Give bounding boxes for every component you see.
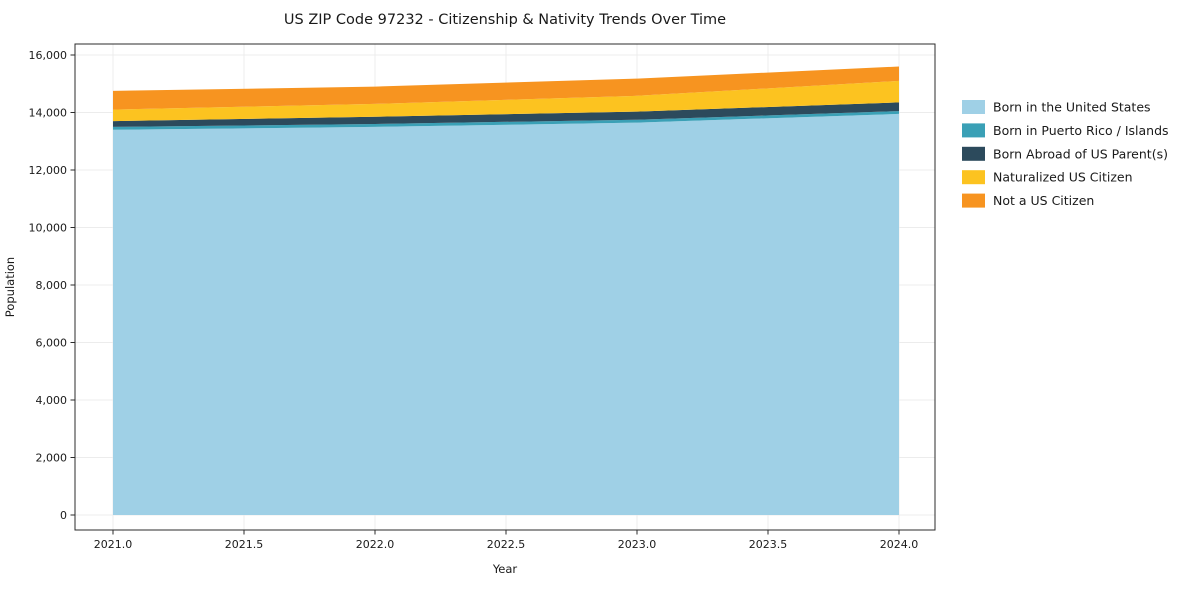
area-series-1 — [113, 111, 899, 130]
y-tick-label: 8,000 — [36, 279, 68, 292]
legend-swatch — [962, 193, 985, 208]
legend-swatch — [962, 100, 985, 114]
legend-swatch — [962, 170, 985, 185]
x-axis-label: Year — [492, 562, 518, 576]
y-tick-label: 6,000 — [36, 336, 68, 349]
legend: Born in the United States Born in Puerto … — [962, 100, 1169, 208]
x-tick-label: 2021.0 — [94, 538, 133, 551]
plot-border — [74, 43, 936, 531]
legend-item: Not a US Citizen — [962, 193, 1094, 208]
legend-swatch — [962, 146, 985, 161]
x-tick-label: 2021.5 — [225, 538, 264, 551]
x-axis-ticks: 2021.0 2021.5 2022.0 2022.5 2023.0 2023.5 2024… — [94, 530, 919, 551]
x-tick-label: 2024.0 — [880, 538, 919, 551]
y-tick-label: 12,000 — [29, 164, 68, 177]
legend-swatch — [962, 123, 985, 138]
legend-label: Not a US Citizen — [993, 193, 1094, 208]
legend-label: Naturalized US Citizen — [993, 170, 1133, 185]
legend-label: Born in Puerto Rico / Islands — [993, 123, 1169, 138]
area-series-0 — [113, 113, 899, 516]
x-tick-label: 2023.5 — [749, 538, 788, 551]
x-tick-label: 2022.0 — [356, 538, 395, 551]
x-tick-label: 2022.5 — [487, 538, 526, 551]
area-series-2 — [113, 102, 899, 127]
y-axis-ticks: 0 2,000 4,000 6,000 8,000 10,000 12,000 14,000 1… — [29, 49, 75, 522]
chart-title: US ZIP Code 97232 - Citizenship & Nativi… — [284, 12, 726, 28]
legend-item: Born in Puerto Rico / Islands — [962, 123, 1169, 138]
y-tick-label: 10,000 — [29, 221, 68, 234]
legend-label: Born in the United States — [993, 100, 1151, 115]
y-tick-label: 4,000 — [36, 394, 68, 407]
y-tick-label: 2,000 — [36, 451, 68, 464]
y-axis-label: Population — [3, 257, 17, 317]
legend-item: Naturalized US Citizen — [962, 170, 1133, 185]
legend-label: Born Abroad of US Parent(s) — [993, 146, 1168, 161]
area-series-4 — [113, 66, 899, 110]
legend-item: Born Abroad of US Parent(s) — [962, 146, 1168, 161]
area-series-3 — [113, 80, 899, 122]
stacked-areas — [113, 66, 899, 516]
legend-item: Born in the United States — [962, 100, 1151, 115]
x-tick-label: 2023.0 — [618, 538, 657, 551]
y-tick-label: 16,000 — [29, 49, 68, 62]
y-tick-label: 14,000 — [29, 106, 68, 119]
y-tick-label: 0 — [60, 509, 67, 522]
